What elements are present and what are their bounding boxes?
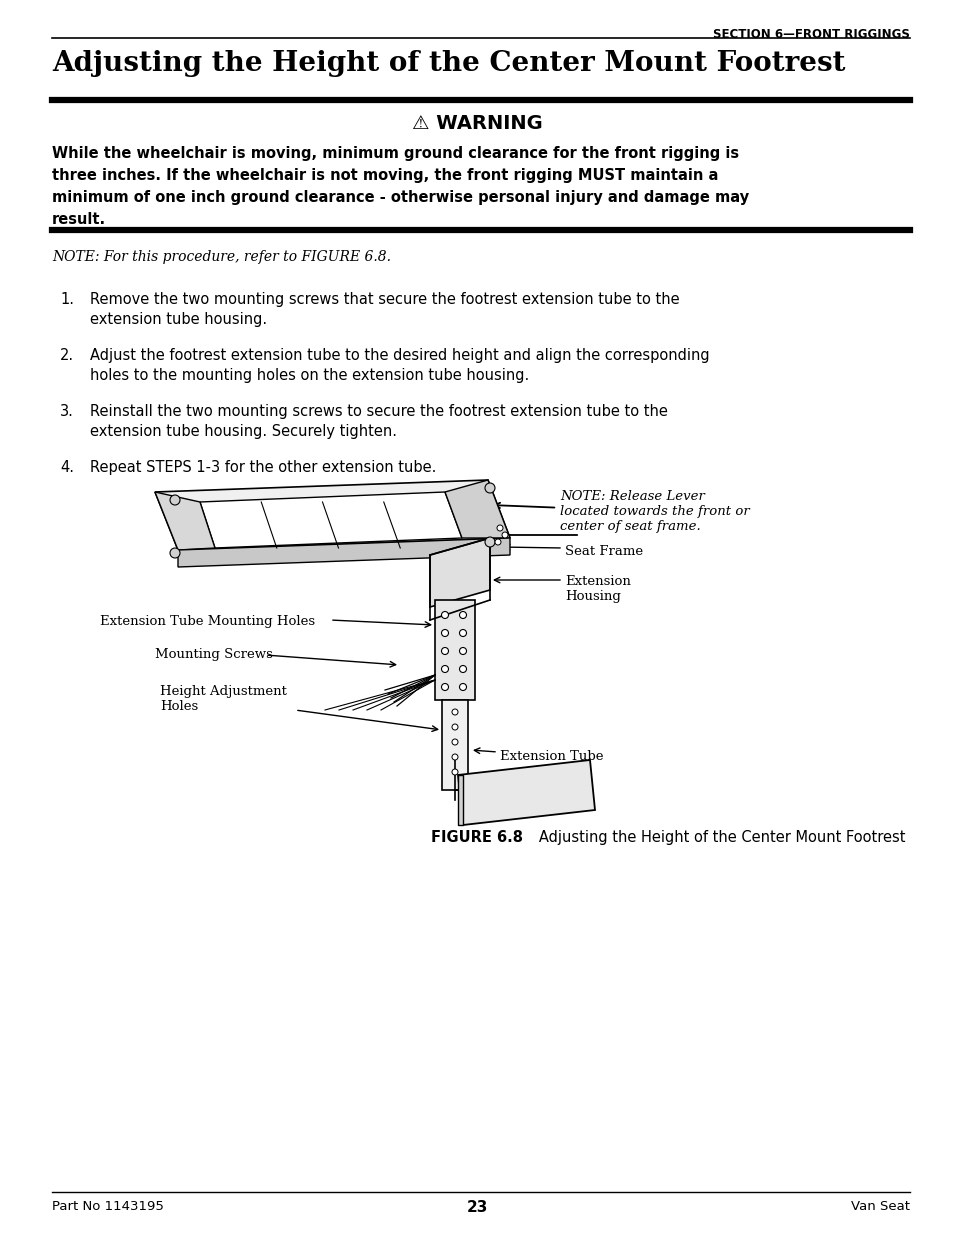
Circle shape	[497, 525, 502, 531]
Polygon shape	[457, 776, 462, 825]
Text: Extension Tube: Extension Tube	[499, 750, 603, 763]
Circle shape	[501, 532, 507, 538]
Text: Adjusting the Height of the Center Mount Footrest: Adjusting the Height of the Center Mount…	[524, 830, 904, 845]
Text: ⚠ WARNING: ⚠ WARNING	[411, 114, 542, 133]
Text: extension tube housing. Securely tighten.: extension tube housing. Securely tighten…	[90, 424, 396, 438]
Circle shape	[459, 647, 466, 655]
Circle shape	[459, 611, 466, 619]
Text: 2.: 2.	[60, 348, 74, 363]
Text: 1.: 1.	[60, 291, 74, 308]
Text: Part No 1143195: Part No 1143195	[52, 1200, 164, 1213]
Polygon shape	[200, 492, 461, 548]
Text: Repeat STEPS 1-3 for the other extension tube.: Repeat STEPS 1-3 for the other extension…	[90, 459, 436, 475]
Polygon shape	[154, 492, 214, 550]
Polygon shape	[430, 538, 490, 606]
Text: SECTION 6—FRONT RIGGINGS: SECTION 6—FRONT RIGGINGS	[713, 28, 909, 41]
Text: extension tube housing.: extension tube housing.	[90, 312, 267, 327]
Text: Extension
Housing: Extension Housing	[564, 576, 630, 603]
Circle shape	[170, 548, 180, 558]
Circle shape	[452, 709, 457, 715]
Circle shape	[484, 483, 495, 493]
Text: three inches. If the wheelchair is not moving, the front rigging MUST maintain a: three inches. If the wheelchair is not m…	[52, 168, 718, 183]
Circle shape	[452, 769, 457, 776]
Text: Mounting Screws: Mounting Screws	[154, 648, 273, 661]
Text: 23: 23	[466, 1200, 487, 1215]
Text: While the wheelchair is moving, minimum ground clearance for the front rigging i: While the wheelchair is moving, minimum …	[52, 146, 739, 161]
Polygon shape	[457, 760, 595, 825]
Text: FIGURE 6.8: FIGURE 6.8	[431, 830, 522, 845]
Circle shape	[441, 630, 448, 636]
Text: Van Seat: Van Seat	[850, 1200, 909, 1213]
Text: Reinstall the two mounting screws to secure the footrest extension tube to the: Reinstall the two mounting screws to sec…	[90, 404, 667, 419]
Circle shape	[495, 538, 500, 545]
Text: Remove the two mounting screws that secure the footrest extension tube to the: Remove the two mounting screws that secu…	[90, 291, 679, 308]
Text: 4.: 4.	[60, 459, 74, 475]
Circle shape	[441, 611, 448, 619]
Bar	[435, 600, 475, 700]
Circle shape	[441, 666, 448, 673]
Text: NOTE: Release Lever
located towards the front or
center of seat frame.: NOTE: Release Lever located towards the …	[495, 490, 749, 534]
Circle shape	[459, 666, 466, 673]
Text: Height Adjustment
Holes: Height Adjustment Holes	[160, 685, 287, 713]
Polygon shape	[178, 538, 510, 567]
Circle shape	[484, 537, 495, 547]
Circle shape	[452, 755, 457, 760]
Text: result.: result.	[52, 212, 106, 227]
Circle shape	[170, 495, 180, 505]
Text: holes to the mounting holes on the extension tube housing.: holes to the mounting holes on the exten…	[90, 368, 529, 383]
Text: Adjust the footrest extension tube to the desired height and align the correspon: Adjust the footrest extension tube to th…	[90, 348, 709, 363]
Text: Extension Tube Mounting Holes: Extension Tube Mounting Holes	[100, 615, 314, 629]
Circle shape	[452, 739, 457, 745]
Circle shape	[452, 724, 457, 730]
Polygon shape	[444, 480, 510, 538]
Text: Adjusting the Height of the Center Mount Footrest: Adjusting the Height of the Center Mount…	[52, 49, 844, 77]
Circle shape	[459, 630, 466, 636]
Bar	[441, 700, 468, 790]
Text: Seat Frame: Seat Frame	[564, 545, 642, 558]
Text: minimum of one inch ground clearance - otherwise personal injury and damage may: minimum of one inch ground clearance - o…	[52, 190, 748, 205]
Circle shape	[441, 647, 448, 655]
Polygon shape	[154, 480, 510, 550]
Circle shape	[459, 683, 466, 690]
Text: 3.: 3.	[60, 404, 73, 419]
Text: NOTE: For this procedure, refer to FIGURE 6.8.: NOTE: For this procedure, refer to FIGUR…	[52, 249, 391, 264]
Circle shape	[441, 683, 448, 690]
